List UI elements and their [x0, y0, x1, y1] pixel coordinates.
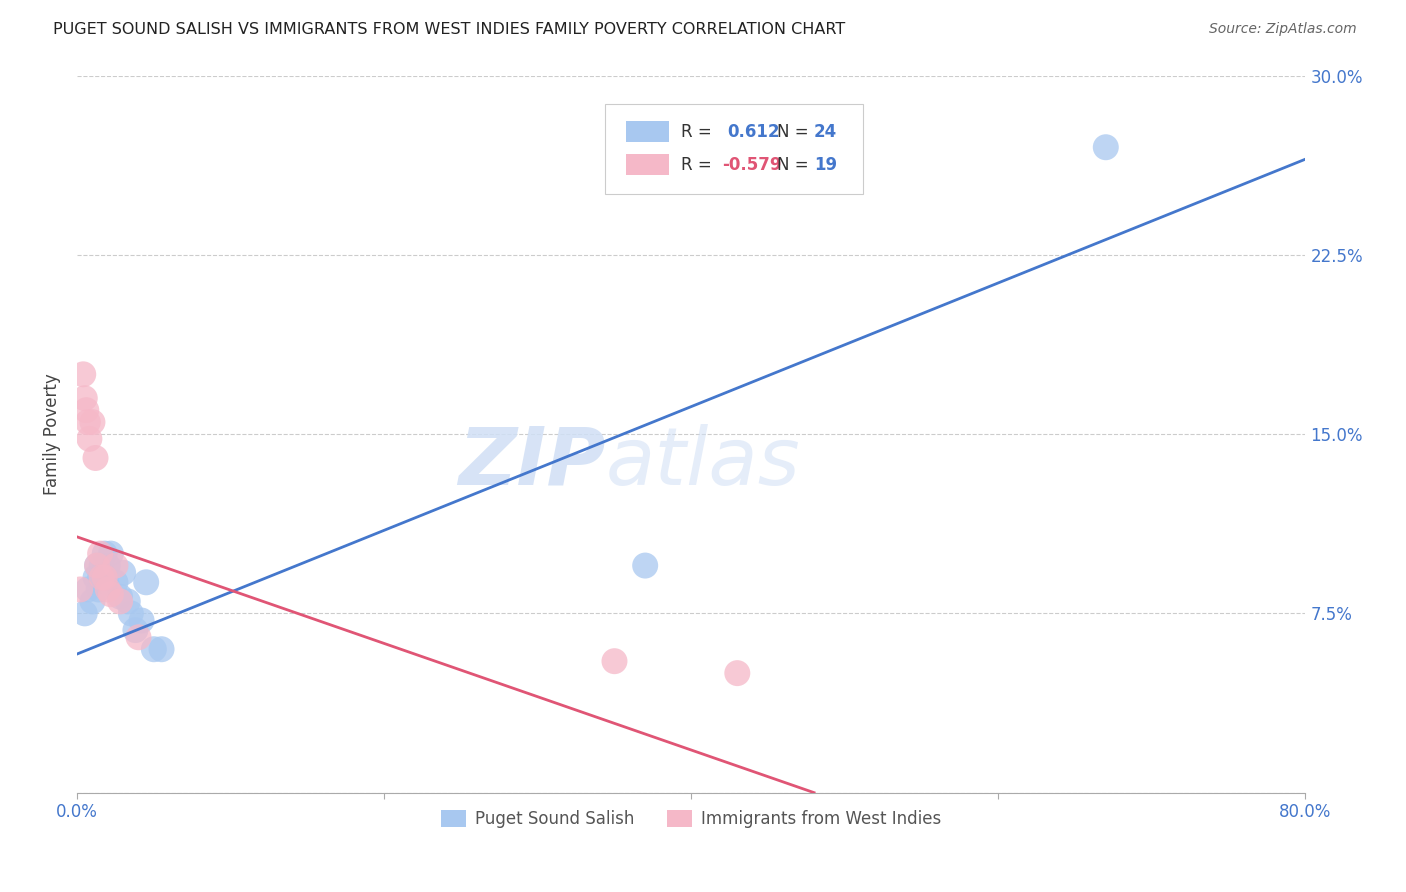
- Point: [104, 575, 127, 590]
- Point: [128, 630, 150, 644]
- Point: [84, 450, 107, 465]
- Point: [75, 403, 97, 417]
- Point: [72, 368, 94, 382]
- Text: 19: 19: [814, 156, 837, 174]
- Text: N =: N =: [778, 123, 808, 141]
- Point: [135, 575, 157, 590]
- Point: [73, 391, 96, 405]
- Point: [97, 558, 120, 573]
- Point: [84, 570, 107, 584]
- Legend: Puget Sound Salish, Immigrants from West Indies: Puget Sound Salish, Immigrants from West…: [434, 803, 948, 835]
- Text: R =: R =: [682, 156, 713, 174]
- Point: [108, 590, 131, 604]
- Point: [86, 558, 108, 573]
- Text: atlas: atlas: [605, 424, 800, 502]
- Point: [117, 594, 139, 608]
- Point: [79, 432, 101, 446]
- Point: [93, 570, 115, 584]
- Point: [89, 570, 111, 584]
- Text: -0.579: -0.579: [721, 156, 782, 174]
- Point: [100, 587, 122, 601]
- Text: N =: N =: [778, 156, 808, 174]
- Point: [108, 594, 131, 608]
- Point: [142, 642, 165, 657]
- Point: [124, 623, 146, 637]
- Point: [69, 582, 91, 597]
- Text: 24: 24: [814, 123, 838, 141]
- Point: [120, 607, 142, 621]
- FancyBboxPatch shape: [626, 153, 669, 175]
- Point: [89, 547, 111, 561]
- FancyBboxPatch shape: [605, 104, 863, 194]
- Point: [131, 614, 153, 628]
- Point: [603, 654, 626, 668]
- Point: [76, 415, 98, 429]
- Text: PUGET SOUND SALISH VS IMMIGRANTS FROM WEST INDIES FAMILY POVERTY CORRELATION CHA: PUGET SOUND SALISH VS IMMIGRANTS FROM WE…: [53, 22, 845, 37]
- Y-axis label: Family Poverty: Family Poverty: [44, 373, 60, 495]
- Point: [725, 666, 748, 681]
- Point: [104, 558, 127, 573]
- Point: [82, 415, 104, 429]
- Point: [1094, 140, 1116, 154]
- Point: [90, 558, 112, 573]
- Point: [86, 558, 108, 573]
- Point: [90, 570, 112, 584]
- Point: [634, 558, 657, 573]
- Point: [93, 547, 115, 561]
- Point: [150, 642, 173, 657]
- Point: [96, 575, 118, 590]
- Point: [87, 582, 110, 597]
- Point: [73, 607, 96, 621]
- Point: [76, 582, 98, 597]
- FancyBboxPatch shape: [626, 120, 669, 142]
- Text: Source: ZipAtlas.com: Source: ZipAtlas.com: [1209, 22, 1357, 37]
- Point: [82, 594, 104, 608]
- Text: ZIP: ZIP: [458, 424, 605, 502]
- Text: 0.612: 0.612: [727, 123, 779, 141]
- Point: [112, 566, 135, 580]
- Point: [97, 582, 120, 597]
- Point: [100, 547, 122, 561]
- Text: R =: R =: [682, 123, 713, 141]
